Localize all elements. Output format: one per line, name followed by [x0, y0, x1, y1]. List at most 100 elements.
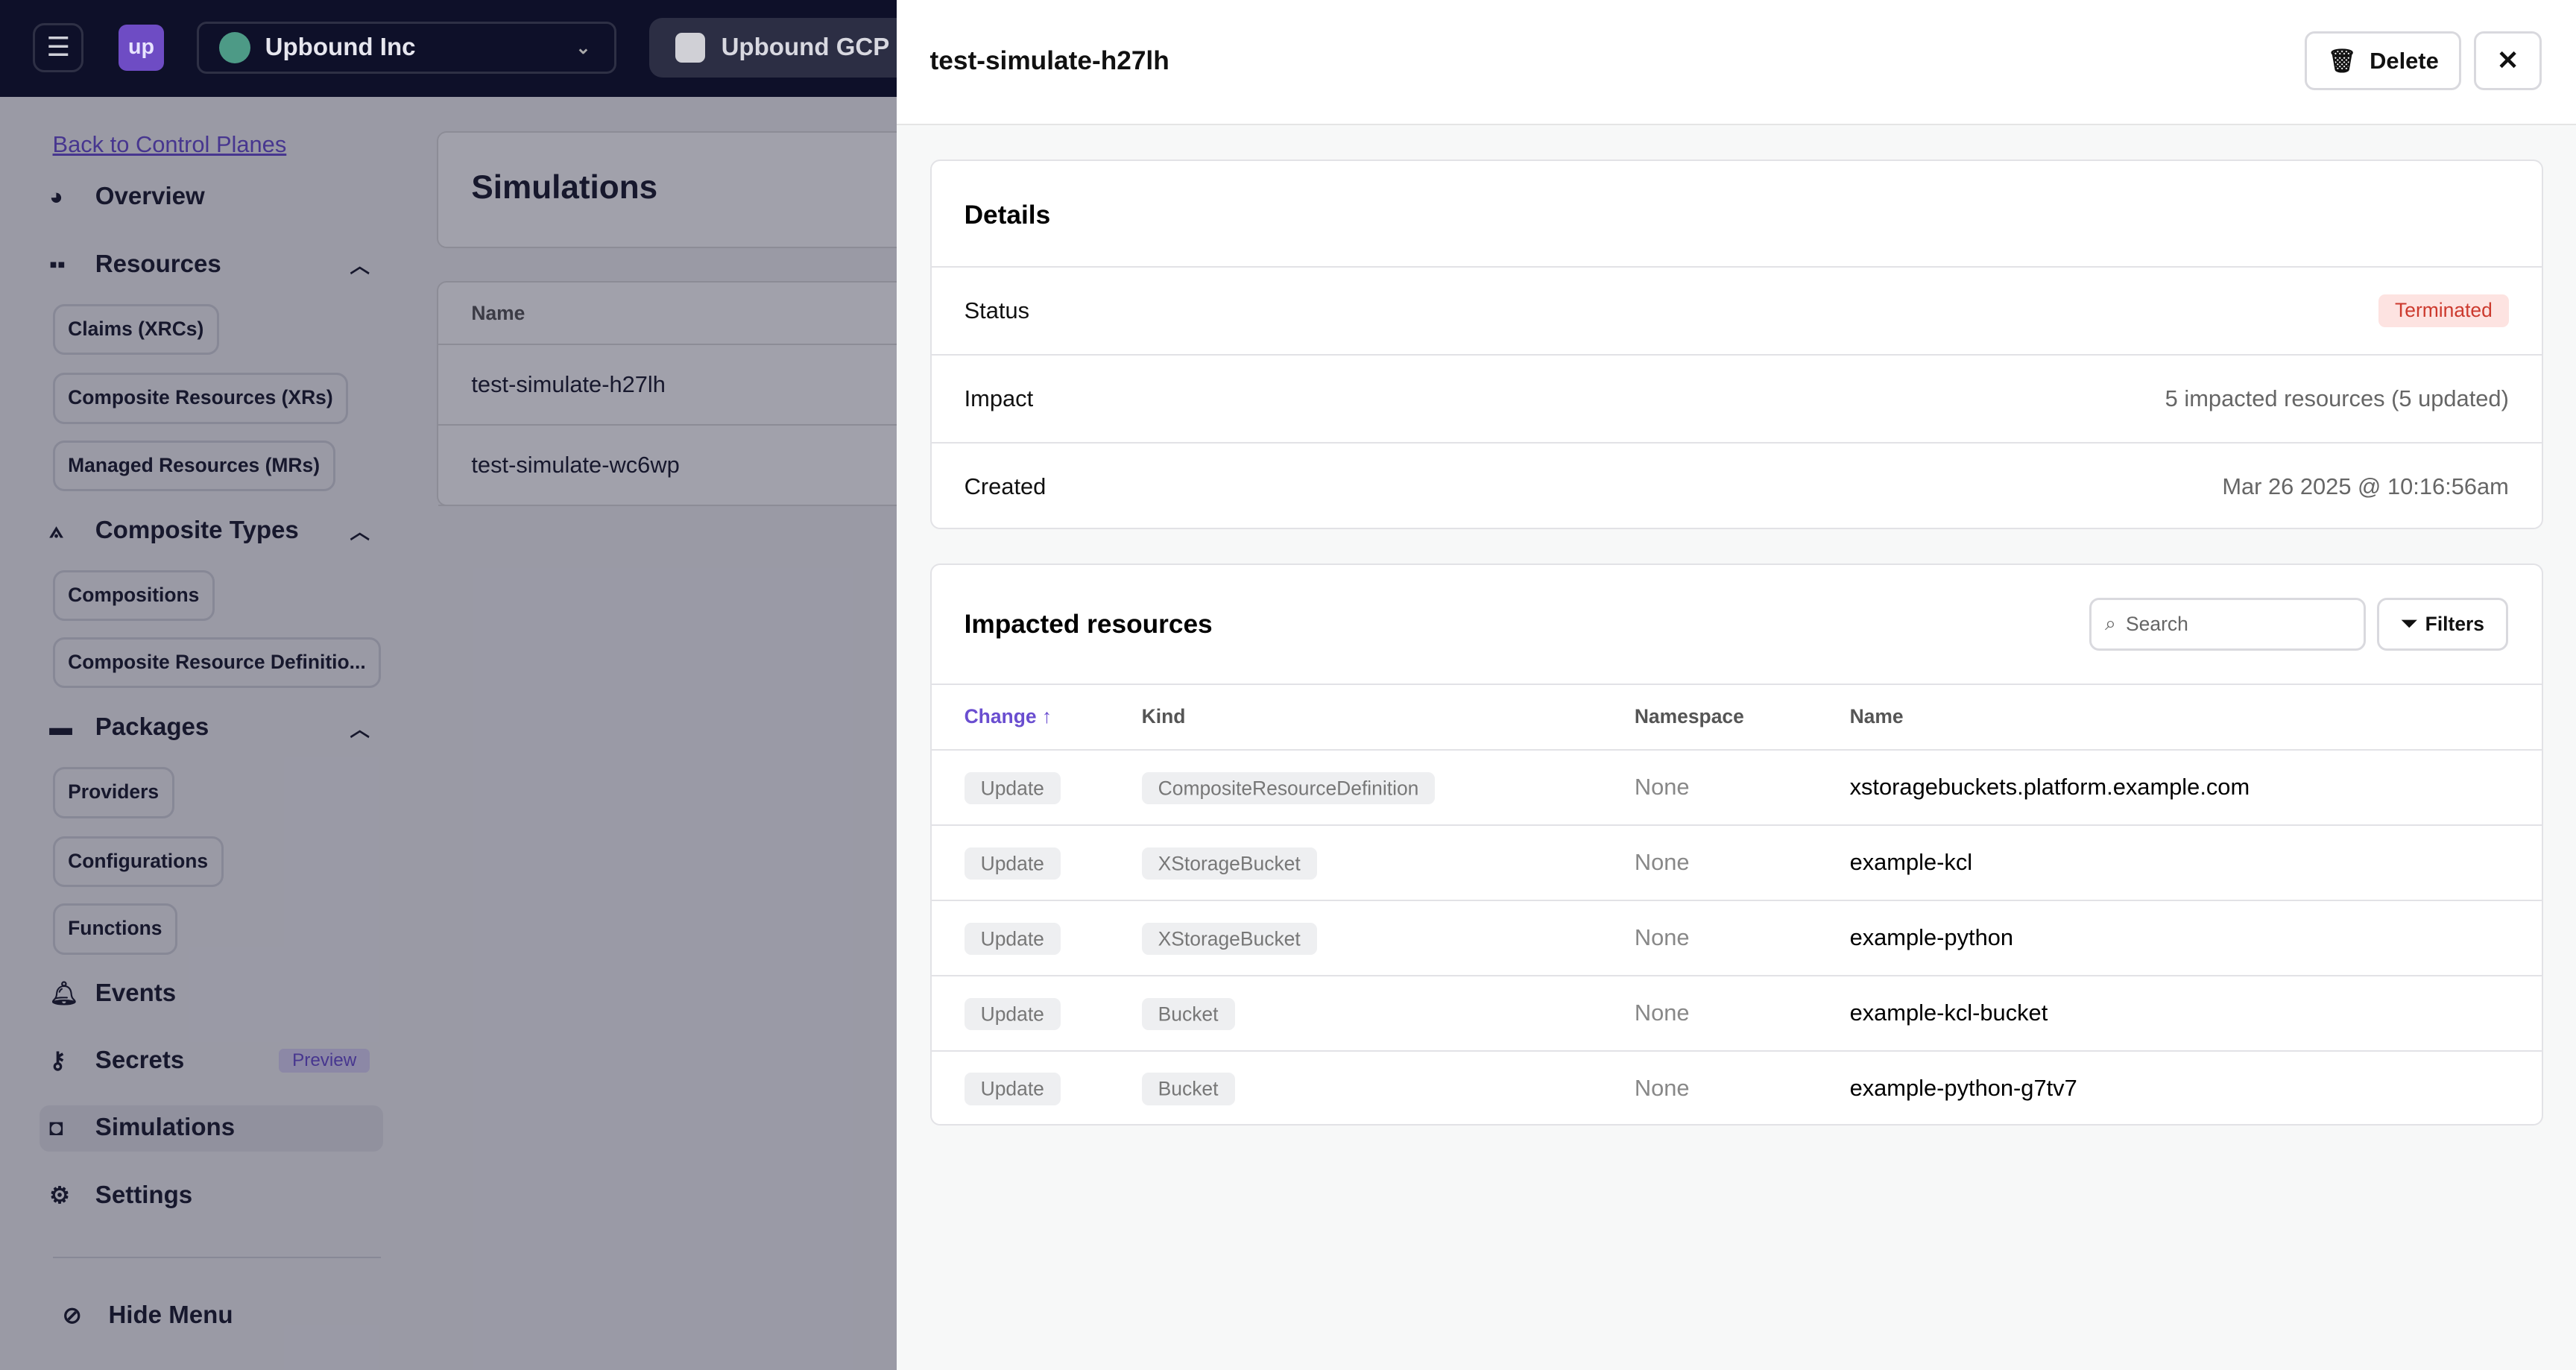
- table-row[interactable]: Update Bucket None example-python-g7tv7: [931, 1049, 2542, 1126]
- details-card: Details Status Terminated Impact 5 impacte…: [929, 159, 2543, 530]
- search-icon: ⌕: [2105, 612, 2116, 635]
- column-change[interactable]: Change ↑: [964, 705, 1052, 728]
- namespace-cell: None: [1634, 1000, 1690, 1026]
- bell-icon: 🔔︎: [49, 980, 79, 1007]
- impacted-rows: Update CompositeResourceDefinition None xst…: [931, 748, 2542, 1126]
- namespace-cell: None: [1634, 849, 1690, 876]
- kind-badge: CompositeResourceDefinition: [1141, 771, 1436, 804]
- impacted-card: Impacted resources ⌕ Search ⏷ Filters Chan…: [929, 564, 2543, 1126]
- hide-menu-button[interactable]: ⊘ Hide Menu: [63, 1301, 383, 1330]
- value: 5 impacted resources (5 updated): [2165, 385, 2509, 411]
- page-header: Simulations: [437, 131, 930, 248]
- table-row[interactable]: test-simulate-h27lh: [438, 345, 929, 426]
- key-icon: ⚷: [49, 1047, 66, 1073]
- table-row[interactable]: Update XStorageBucket None example-kcl: [931, 824, 2542, 900]
- kind-badge: Bucket: [1141, 1073, 1235, 1105]
- kind-badge: XStorageBucket: [1141, 922, 1317, 955]
- back-link[interactable]: Back to Control Planes: [52, 131, 287, 158]
- gcp-icon: [675, 33, 705, 63]
- modal-backdrop[interactable]: [0, 97, 897, 1370]
- label: Packages: [95, 713, 209, 742]
- gear-icon: ⚙: [49, 1181, 70, 1208]
- upbound-logo[interactable]: up: [118, 25, 165, 71]
- search-input[interactable]: ⌕ Search: [2089, 598, 2366, 651]
- main-content: Simulations Name test-simulate-h27lh tes…: [435, 97, 930, 1370]
- label: Created: [964, 473, 1046, 499]
- label: Overview: [95, 182, 205, 210]
- drawer-header: test-simulate-h27lh 🗑︎ Delete ✕: [897, 0, 2576, 125]
- namespace-cell: None: [1634, 774, 1690, 801]
- kind-badge: Bucket: [1141, 997, 1235, 1030]
- table-row[interactable]: Update Bucket None example-kcl-bucket: [931, 974, 2542, 1050]
- label: Settings: [95, 1181, 193, 1209]
- gauge-icon: ◕: [49, 183, 63, 209]
- filters-button[interactable]: ⏷ Filters: [2377, 598, 2509, 651]
- sidebar-item-resources[interactable]: ▪▪ Resources ︿: [49, 250, 370, 279]
- sidebar-item-secrets[interactable]: ⚷ Secrets Preview: [49, 1047, 370, 1075]
- nav-composite-resources[interactable]: Composite Resources (XRs): [52, 373, 349, 424]
- kind-badge: XStorageBucket: [1141, 847, 1317, 880]
- filter-icon: ⏷: [2401, 612, 2417, 635]
- nav-functions[interactable]: Functions: [52, 903, 178, 955]
- label: Secrets: [95, 1047, 185, 1074]
- column-name[interactable]: Name: [1849, 705, 1904, 728]
- sidebar-item-settings[interactable]: ⚙ Settings: [49, 1181, 370, 1210]
- sidebar-item-packages[interactable]: ▬ Packages ︿: [49, 713, 370, 742]
- preview-badge: Preview: [279, 1048, 370, 1073]
- label: Filters: [2425, 612, 2485, 635]
- status-badge: Terminated: [2378, 294, 2509, 327]
- chevron-up-icon[interactable]: ︿: [350, 521, 370, 544]
- table-row[interactable]: Update XStorageBucket None example-python: [931, 899, 2542, 975]
- nav-xrds[interactable]: Composite Resource Definitio...: [52, 637, 382, 689]
- label: Delete: [2370, 47, 2439, 74]
- name-cell: xstoragebuckets.platform.example.com: [1849, 774, 2250, 801]
- label: Composite Types: [95, 516, 299, 544]
- name-cell: example-kcl: [1849, 849, 1973, 876]
- chevron-up-icon[interactable]: ︿: [350, 255, 370, 277]
- change-badge: Update: [964, 997, 1061, 1030]
- org-avatar: [218, 31, 250, 63]
- nav-providers[interactable]: Providers: [52, 767, 174, 818]
- trash-icon: 🗑︎: [2327, 48, 2357, 75]
- namespace-cell: None: [1634, 924, 1690, 951]
- sidebar-item-composite-types[interactable]: ⟑ Composite Types ︿: [49, 516, 370, 545]
- label: Hide Menu: [108, 1301, 233, 1329]
- label: Impact: [964, 385, 1034, 411]
- simulation-drawer: test-simulate-h27lh 🗑︎ Delete ✕ Details S…: [897, 0, 2576, 1370]
- eye-off-icon: ⊘: [62, 1301, 82, 1328]
- table-header: Change ↑ Kind Namespace Name: [931, 683, 2542, 749]
- column-namespace[interactable]: Namespace: [1634, 705, 1744, 728]
- org-selector[interactable]: Upbound Inc ⌄: [197, 21, 616, 75]
- menu-icon[interactable]: ☰: [33, 22, 84, 72]
- selected-bg: [39, 1105, 383, 1152]
- column-kind[interactable]: Kind: [1141, 705, 1186, 728]
- table-row[interactable]: test-simulate-wc6wp: [438, 426, 929, 506]
- value: Mar 26 2025 @ 10:16:56am: [2222, 473, 2509, 499]
- details-heading: Details: [964, 200, 1051, 230]
- change-badge: Update: [964, 922, 1061, 955]
- label: Simulations: [95, 1114, 236, 1142]
- chevron-up-icon[interactable]: ︿: [350, 718, 370, 741]
- column-name[interactable]: Name: [438, 282, 929, 345]
- nav-claims[interactable]: Claims (XRCs): [52, 303, 219, 356]
- impact-row: Impact 5 impacted resources (5 updated): [931, 353, 2542, 442]
- page-title: Simulations: [471, 168, 658, 206]
- close-button[interactable]: ✕: [2474, 31, 2542, 91]
- sidebar: Back to Control Planes ◕ Overview ▪▪ Resou…: [0, 97, 436, 1370]
- sidebar-item-simulations[interactable]: ◘ Simulations: [49, 1114, 370, 1142]
- table-row[interactable]: Update CompositeResourceDefinition None xst…: [931, 748, 2542, 824]
- name-cell: example-python: [1849, 924, 2014, 951]
- created-row: Created Mar 26 2025 @ 10:16:56am: [931, 441, 2542, 530]
- change-badge: Update: [964, 1073, 1061, 1105]
- sidebar-item-events[interactable]: 🔔︎ Events: [49, 979, 370, 1008]
- grid-icon: ▪▪: [49, 250, 66, 277]
- divider: [52, 1257, 382, 1258]
- change-badge: Update: [964, 847, 1061, 880]
- nav-configurations[interactable]: Configurations: [52, 836, 224, 888]
- sidebar-item-overview[interactable]: ◕ Overview: [49, 183, 370, 211]
- placeholder: Search: [2126, 612, 2188, 635]
- nav-managed-resources[interactable]: Managed Resources (MRs): [52, 440, 335, 491]
- nav-compositions[interactable]: Compositions: [52, 569, 215, 622]
- delete-button[interactable]: 🗑︎ Delete: [2305, 31, 2461, 91]
- name-cell: example-python-g7tv7: [1849, 1075, 2077, 1102]
